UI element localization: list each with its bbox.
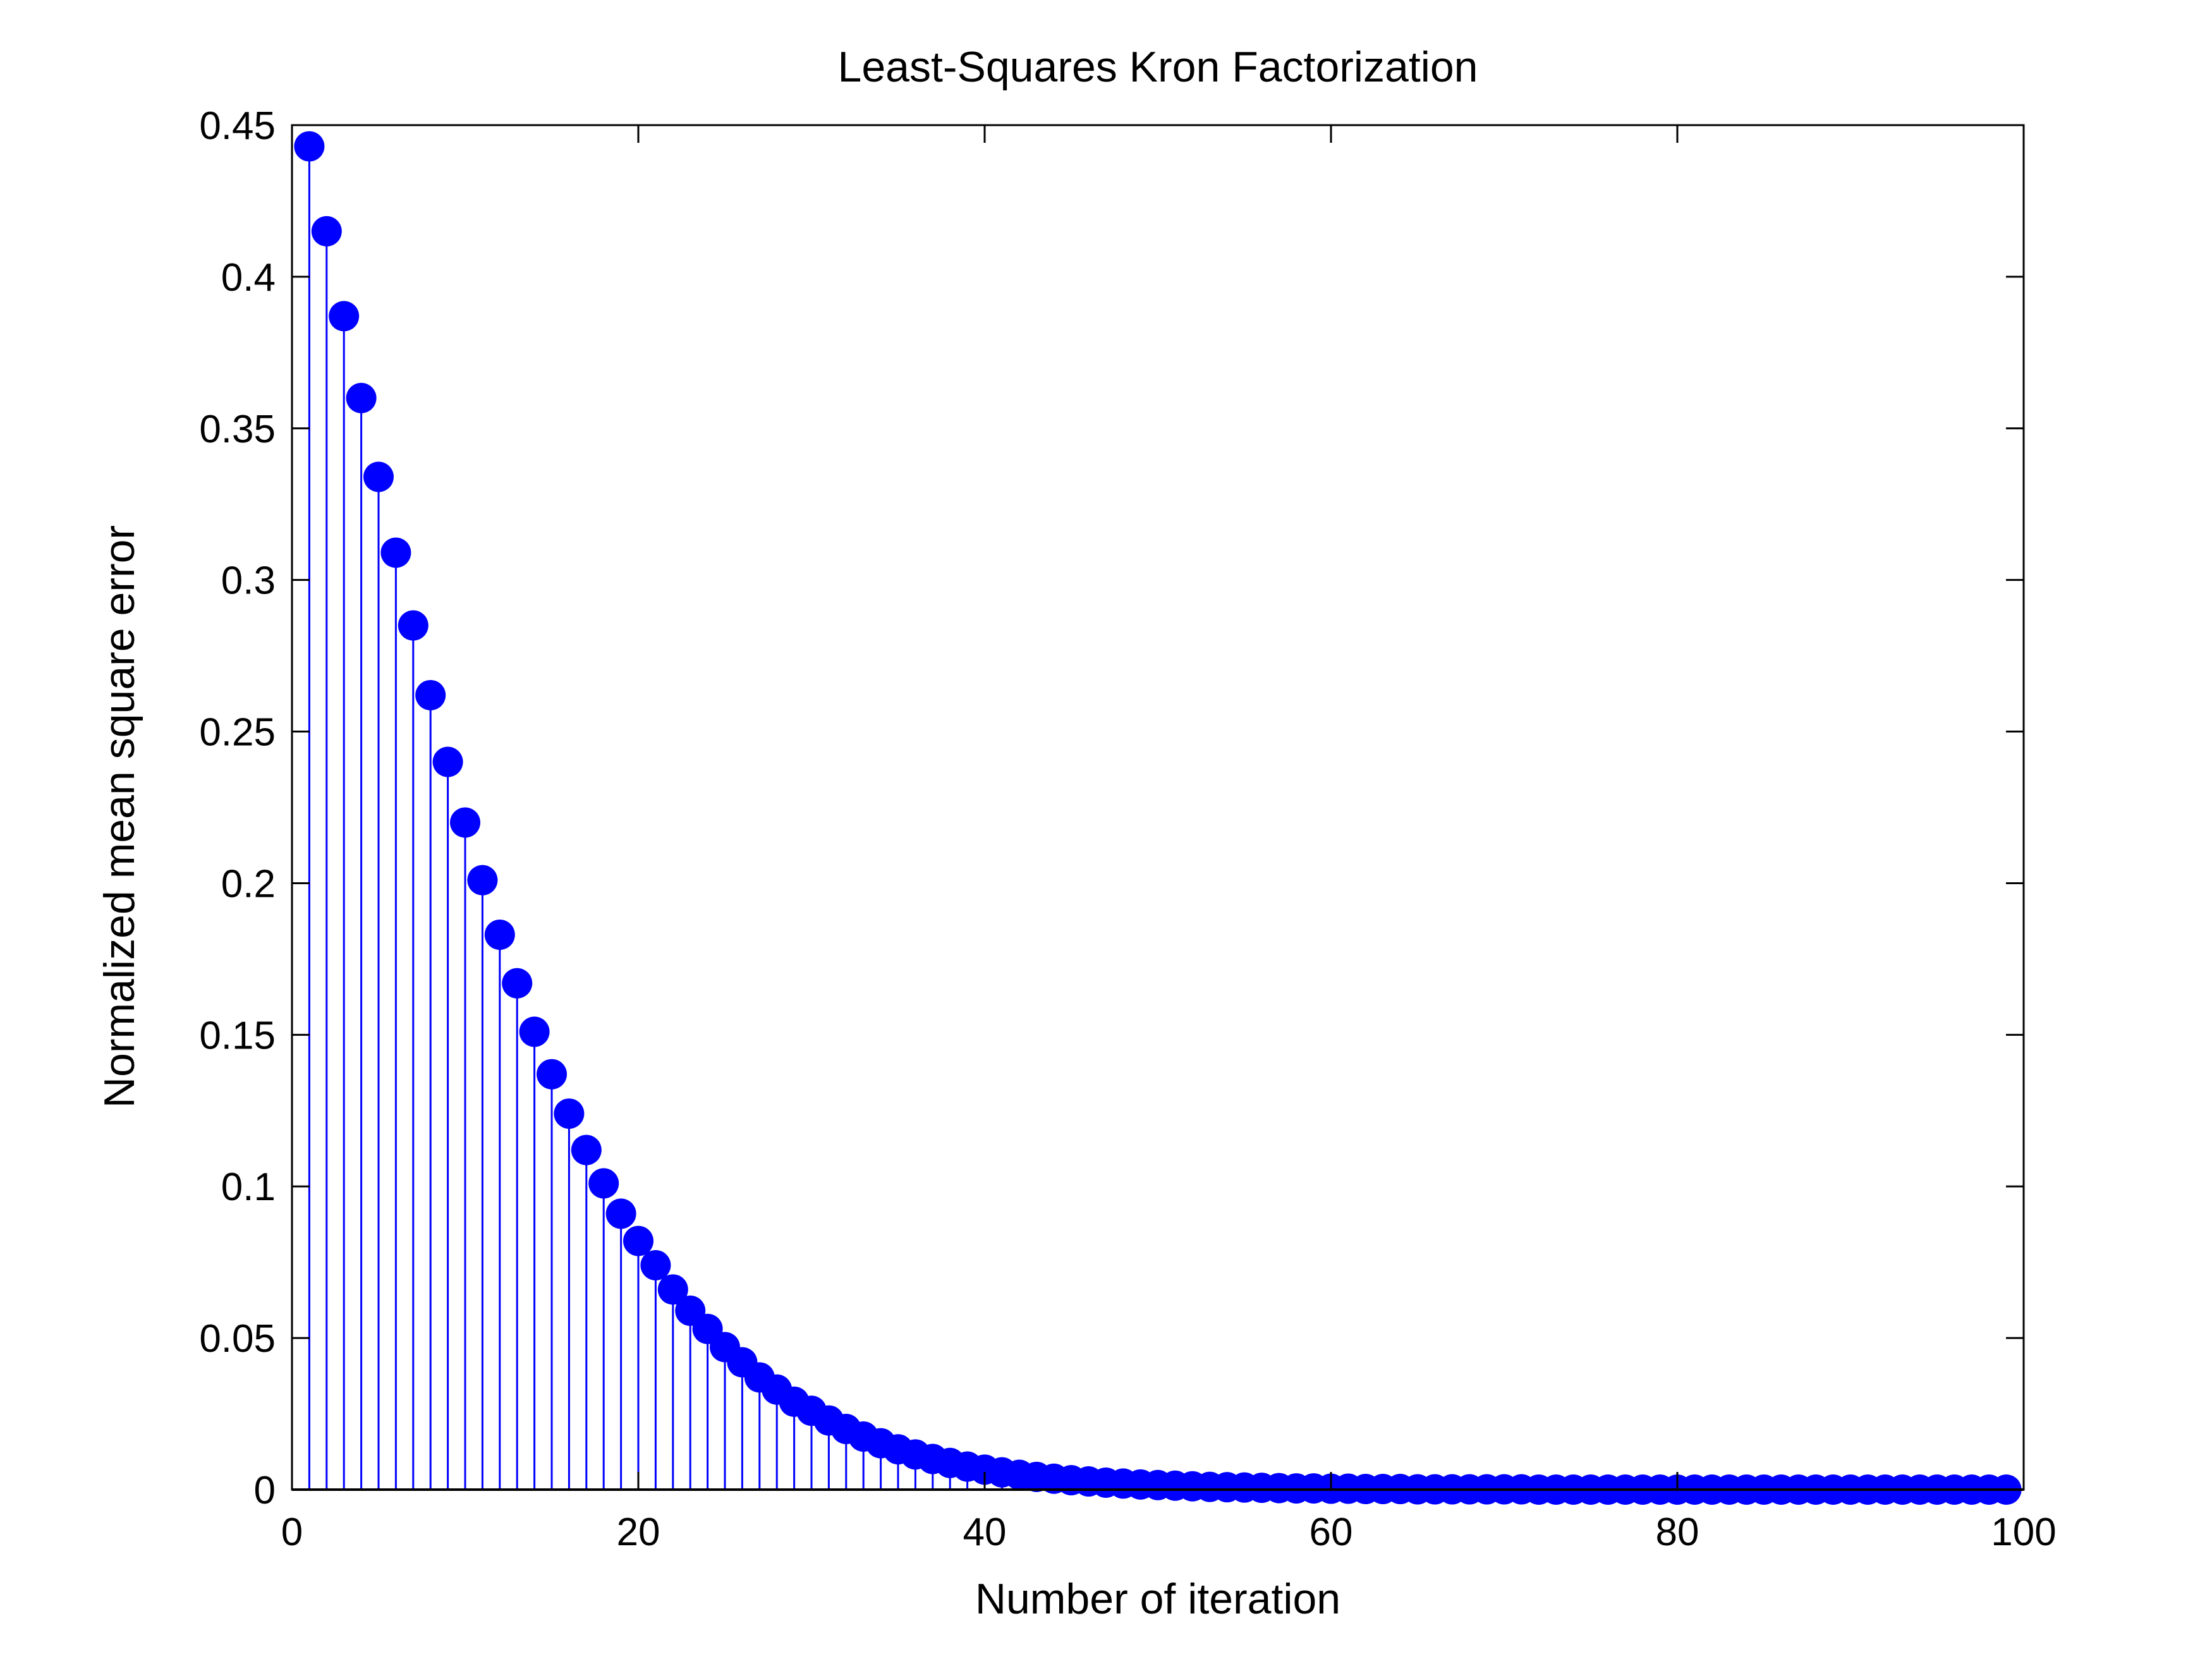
stem-marker [329,301,360,332]
stem-marker [467,865,498,896]
stem-marker [294,131,325,162]
x-tick-label: 80 [1656,1510,1699,1554]
stem-marker [380,537,411,568]
stem-marker [363,461,394,492]
y-tick-label: 0.1 [221,1165,276,1209]
stem-marker [571,1134,602,1165]
y-tick-label: 0.45 [199,104,276,148]
y-tick-label: 0.05 [199,1317,276,1361]
y-tick-label: 0.25 [199,711,276,755]
y-tick-label: 0.3 [221,559,276,603]
x-axis-ticks: 0 20 40 60 80 100 [281,125,2057,1554]
stem-marker [484,920,515,951]
stem-marker [415,679,446,710]
x-tick-label: 0 [281,1510,303,1554]
stem-marker [398,610,428,641]
stem-marker [346,382,377,413]
stem-marker [623,1225,653,1256]
x-axis-label: Number of iteration [975,1575,1340,1623]
stem-marker [588,1168,619,1199]
x-tick-label: 60 [1310,1510,1353,1554]
x-tick-label: 20 [617,1510,660,1554]
x-tick-label: 40 [963,1510,1007,1554]
stem-marker [450,807,480,838]
stems-group [308,146,1522,1490]
y-tick-label: 0.4 [221,256,276,300]
chart-title: Least-Squares Kron Factorization [838,43,1478,91]
stem-marker [432,746,463,777]
stem-marker [640,1249,671,1280]
plot-frame [291,124,2025,1491]
stem-marker [554,1098,585,1129]
y-tick-label: 0.2 [221,862,276,906]
stem-marker [657,1274,688,1305]
y-tick-label: 0.15 [199,1014,276,1057]
stem-marker [519,1016,550,1047]
stem-marker [605,1198,636,1229]
stem-marker [502,968,533,999]
y-tick-label: 0 [254,1469,276,1512]
y-axis-label: Normalized mean square error [95,525,143,1108]
stem-marker [311,216,342,246]
y-tick-label: 0.35 [199,408,276,451]
x-tick-label: 100 [1991,1510,2056,1554]
stem-marker [537,1059,567,1090]
y-axis-ticks: 0 0.05 0.1 0.15 0.2 0.25 0.3 0.35 0.4 0.45 [199,104,2024,1512]
